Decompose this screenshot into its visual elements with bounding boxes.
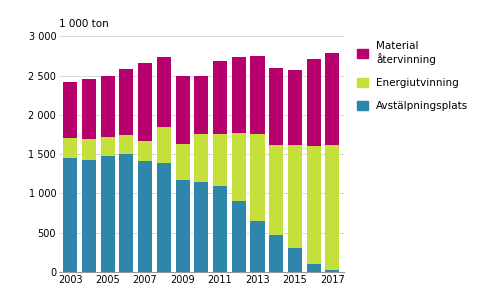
Bar [194,76,208,133]
Bar [232,57,246,133]
Bar [269,69,283,145]
Bar [232,133,246,201]
Bar [119,135,134,154]
Bar [63,82,77,137]
Bar [176,76,190,144]
Bar [101,137,115,156]
Bar [82,139,96,160]
Bar [307,264,321,272]
Bar [288,248,302,272]
Bar [157,57,171,127]
Bar [63,137,77,158]
Bar [232,201,246,272]
Bar [250,133,265,221]
Bar [194,182,208,272]
Bar [101,156,115,272]
Bar [269,235,283,272]
Bar [63,158,77,272]
Bar [138,141,152,161]
Bar [101,76,115,137]
Bar [250,221,265,272]
Bar [138,161,152,272]
Bar [82,79,96,139]
Bar [138,63,152,141]
Bar [326,53,339,145]
Bar [157,163,171,272]
Bar [213,186,227,272]
Bar [326,270,339,272]
Bar [176,144,190,180]
Bar [176,180,190,272]
Bar [307,146,321,264]
Bar [288,145,302,248]
Bar [288,70,302,145]
Legend: Material
återvinning, Energiutvinning, Avstälpningsplats: Material återvinning, Energiutvinning, A… [357,41,468,111]
Bar [250,56,265,133]
Bar [269,145,283,235]
Bar [82,160,96,272]
Bar [194,133,208,182]
Bar [157,127,171,163]
Text: 1 000 ton: 1 000 ton [59,19,109,29]
Bar [119,69,134,135]
Bar [326,145,339,270]
Bar [213,133,227,186]
Bar [119,154,134,272]
Bar [307,59,321,146]
Bar [213,61,227,133]
